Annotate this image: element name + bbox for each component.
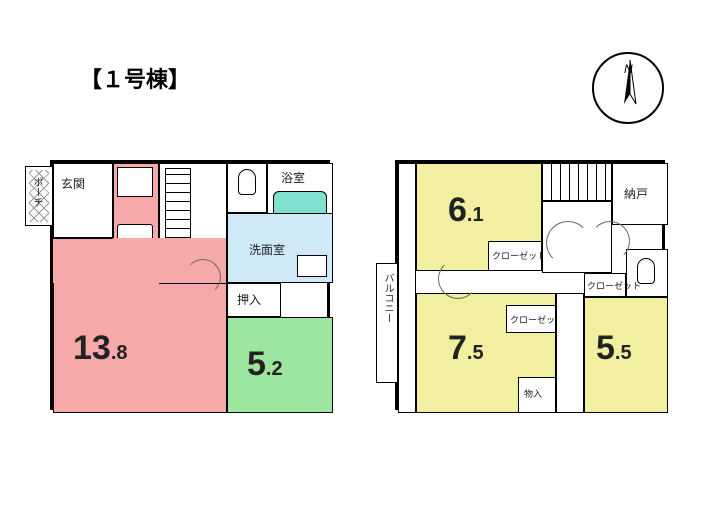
- mono-label: 物入: [524, 387, 542, 400]
- compass-n: N: [624, 62, 633, 76]
- oshiire-label: 押入: [237, 291, 261, 308]
- bath-label: 浴室: [281, 169, 305, 186]
- jroom-big: 5: [247, 345, 266, 383]
- jroom-small: .2: [266, 358, 283, 380]
- wash-label: 洗面室: [249, 241, 285, 258]
- floor-2: バルコニー 6.1 クローゼット 納戸 クローゼット 7.5 クローゼット 物入…: [395, 160, 665, 410]
- nando-label: 納戸: [624, 185, 648, 202]
- floor-1: ポーチ 玄関 浴室 洗面室 押入 13.8 5.2: [50, 160, 330, 410]
- hall-left-2f: [398, 163, 416, 413]
- room-b-label: 7.5: [448, 331, 484, 365]
- room-c-small: .5: [615, 342, 632, 364]
- porch-label: ポーチ: [29, 177, 44, 207]
- room-a-small: .1: [467, 204, 484, 226]
- room-c-big: 5: [596, 329, 615, 367]
- door-arc-2b: [546, 221, 590, 265]
- room-b-big: 7: [448, 329, 467, 367]
- plan-title: 【１号棟】: [80, 62, 190, 94]
- door-arc-1: [185, 259, 221, 295]
- compass: N: [592, 52, 664, 124]
- closet-a-label: クローゼット: [492, 249, 546, 262]
- room-c-label: 5.5: [596, 331, 632, 365]
- stairs-1f: [165, 168, 191, 238]
- balcony-label: バルコニー: [380, 273, 395, 323]
- closet-c-label: クローゼット: [587, 279, 641, 292]
- room-a-label: 6.1: [448, 193, 484, 227]
- ldk-big: 13: [73, 329, 111, 367]
- wc-1f: [227, 163, 267, 213]
- door-arc-2c: [590, 221, 630, 261]
- jroom-label: 5.2: [247, 347, 283, 381]
- door-arc-2a: [438, 259, 478, 299]
- mid-hall: [556, 293, 584, 413]
- ldk-top: [53, 238, 113, 283]
- genkan-label: 玄関: [61, 175, 85, 192]
- stairs-2f: [542, 163, 612, 201]
- room-b-small: .5: [467, 342, 484, 364]
- room-a-big: 6: [448, 191, 467, 229]
- ldk-label: 13.8: [73, 331, 128, 365]
- ldk-small: .8: [111, 342, 128, 364]
